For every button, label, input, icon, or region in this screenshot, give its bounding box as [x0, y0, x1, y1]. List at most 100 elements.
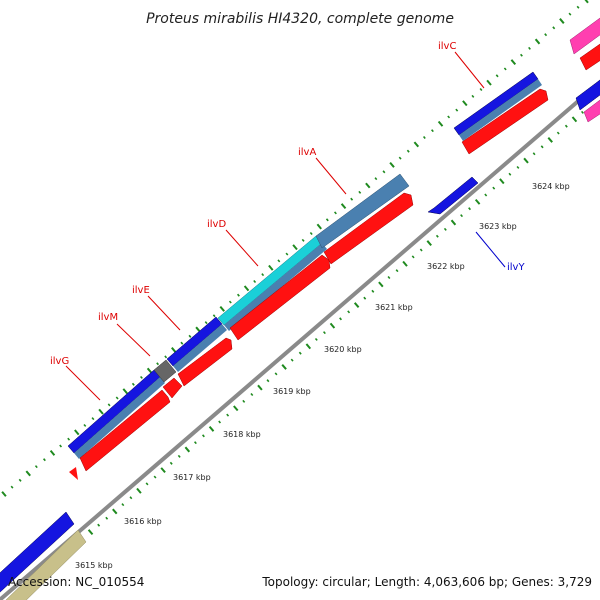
gene-track [0, 17, 600, 600]
outer-tick-mark [406, 149, 410, 153]
ruler-tick-mark [218, 420, 222, 424]
ruler-tick-mark [121, 503, 125, 507]
leader-line [147, 295, 181, 331]
ruler-label: 3621 kbp [375, 303, 413, 312]
cds-ilvG-arrow[interactable] [79, 389, 171, 472]
ruler-tick-mark [257, 384, 263, 391]
cds-ilvC-arrow[interactable] [461, 88, 549, 155]
cds-ilvA-arrow[interactable] [323, 192, 414, 265]
outer-tick-mark [325, 218, 329, 222]
outer-tick-mark [59, 444, 63, 448]
ruler-tick-mark [426, 240, 432, 247]
outer-tick-mark [140, 375, 143, 379]
outer-tick-mark [268, 264, 274, 271]
gene-label-text: ilvA [298, 147, 316, 158]
outer-tick-mark [413, 141, 420, 148]
outer-tick-mark [83, 423, 87, 427]
gene-label-text: ilvD [207, 219, 226, 230]
gene-label-ilvA[interactable]: ilvA [298, 147, 347, 195]
ruler-tick-mark [145, 482, 149, 486]
cds-ilvM-arrow[interactable] [162, 377, 183, 399]
outer-tick-mark [91, 417, 95, 421]
ruler-labels: 3615 kbp 3616 kbp 3617 kbp 3618 kbp 3619… [75, 182, 570, 570]
ruler-tick-mark [339, 317, 343, 321]
outer-tick-mark [340, 203, 347, 210]
outer-tick-mark [398, 156, 402, 160]
outer-tick-mark [422, 136, 426, 139]
ruler-tick-mark [160, 467, 166, 474]
outer-tick-mark [552, 26, 556, 30]
ruler-tick-mark [153, 475, 157, 479]
outer-tick-mark [584, 0, 589, 4]
ruler-tick-mark [435, 234, 439, 238]
leader-line [475, 231, 506, 268]
gene-label-text: ilvE [132, 285, 150, 296]
outer-tick-mark [277, 259, 281, 263]
ruler-tick-mark [97, 523, 101, 527]
gene-ilvA-feature[interactable] [315, 173, 410, 249]
gene-label-text: ilvM [98, 312, 118, 323]
outer-tick-mark [146, 367, 153, 374]
outer-tick-mark [171, 347, 177, 353]
ruler-tick-mark [499, 178, 505, 185]
ruler-tick-mark [177, 454, 181, 458]
gene-ilvY-feature[interactable] [427, 176, 479, 215]
outer-tick-mark [431, 129, 434, 133]
ruler-tick-mark [233, 405, 239, 412]
cds-right-arrow[interactable] [579, 43, 600, 71]
ruler-tick-mark [305, 343, 312, 350]
gene-label-ilvE[interactable]: ilvE [132, 285, 181, 331]
ruler-tick-mark [450, 219, 457, 226]
outer-tick-mark [479, 88, 483, 91]
ruler-tick-mark [523, 157, 529, 164]
ruler-label: 3620 kbp [324, 345, 362, 354]
gene-label-ilvY[interactable]: ilvY [475, 231, 525, 273]
gene-label-ilvG[interactable]: ilvG [50, 356, 101, 401]
outer-tick-mark [568, 12, 572, 16]
gene-label-ilvM[interactable]: ilvM [98, 312, 151, 357]
ruler-tick-mark [281, 364, 287, 370]
ruler-tick-mark [112, 508, 118, 515]
outer-tick-mark [576, 5, 580, 9]
outer-tick-mark [285, 252, 289, 256]
ruler-label: 3615 kbp [75, 561, 113, 570]
gene-ilvG-cds-shade [74, 377, 165, 459]
cds-ilvE-arrow[interactable] [177, 337, 233, 387]
gene-magenta-feature-2[interactable] [583, 99, 600, 123]
genome-summary-text: Topology: circular; Length: 4,063,606 bp… [261, 575, 592, 589]
ruler-tick-mark [443, 227, 447, 231]
outer-tick-mark [374, 177, 378, 181]
outer-tick-mark [486, 79, 492, 86]
outer-tick-mark [358, 190, 362, 194]
outer-tick-mark [365, 182, 371, 189]
gene-right-blue-feature[interactable] [575, 79, 600, 111]
gene-ilvD-cds-shade [224, 243, 327, 331]
outer-tick-mark [1, 491, 7, 497]
gene-magenta-feature-1[interactable] [569, 17, 600, 55]
ruler-tick-mark [484, 193, 488, 197]
gene-ilvM-feature[interactable] [153, 359, 177, 383]
outer-tick-mark [333, 211, 337, 215]
ruler-tick-mark [492, 186, 496, 190]
outer-tick-mark [204, 321, 208, 325]
ruler-label: 3622 kbp [427, 262, 465, 271]
ruler-tick-mark [169, 461, 173, 465]
outer-tick-mark [503, 67, 507, 71]
ruler-tick-mark [395, 269, 399, 273]
ruler-tick-mark [129, 496, 133, 500]
gene-left-blue-feature[interactable] [0, 511, 75, 594]
cds-small-arrowhead[interactable] [69, 467, 78, 480]
gene-left-khaki-feature[interactable] [5, 529, 87, 600]
outer-tick-mark [301, 238, 305, 242]
outer-tick-mark [164, 355, 168, 359]
gene-label-ilvD[interactable]: ilvD [207, 219, 259, 267]
cds-track [69, 43, 600, 480]
ruler-tick-mark [201, 434, 205, 438]
ruler-tick-mark [274, 372, 278, 376]
gene-label-ilvC[interactable]: ilvC [438, 41, 485, 89]
cds-ilvD-arrow[interactable] [229, 254, 331, 341]
ruler-tick-mark [242, 399, 246, 403]
ruler-tick-mark [474, 198, 481, 205]
ruler-label: 3617 kbp [173, 473, 211, 482]
ruler-tick-mark [460, 214, 464, 218]
